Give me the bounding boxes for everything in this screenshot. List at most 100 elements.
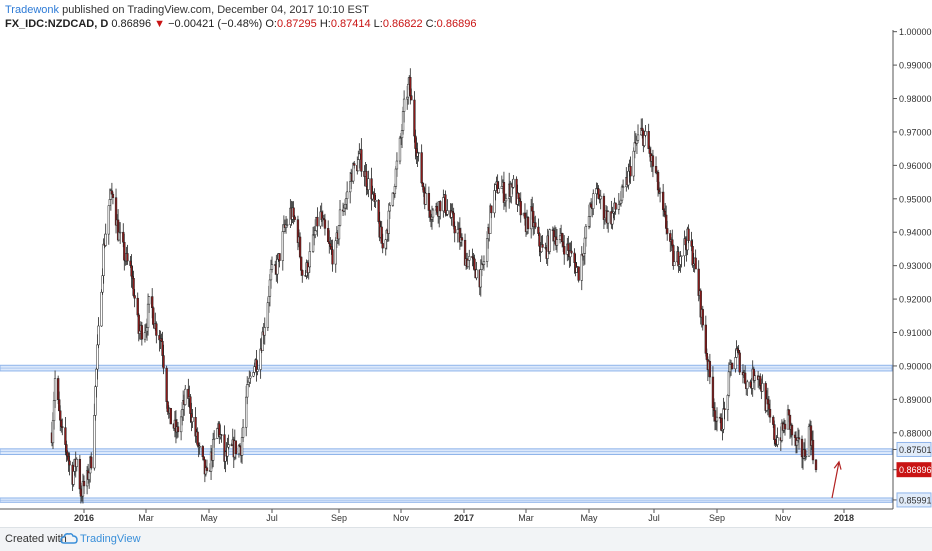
- candle-453: [708, 353, 712, 385]
- candle-308: [497, 180, 500, 194]
- candle-body: [111, 193, 115, 198]
- candle-body: [285, 224, 289, 226]
- candle-body: [526, 217, 530, 230]
- candle-30: [94, 384, 97, 421]
- x-tick-label-7: Mar: [518, 513, 534, 523]
- candle-body: [737, 349, 740, 354]
- candle-279: [456, 221, 459, 243]
- author-link[interactable]: Tradewonk: [5, 4, 60, 16]
- candle-body: [743, 372, 747, 384]
- candle-body: [563, 246, 566, 255]
- candle-194: [334, 237, 337, 273]
- candle-body: [548, 229, 551, 252]
- annotations: [831, 460, 842, 499]
- candle-260: [428, 209, 432, 222]
- candle-body: [102, 243, 105, 276]
- candle-body: [599, 195, 602, 200]
- candle-body: [268, 279, 272, 297]
- candle-348: [555, 228, 559, 253]
- candle-body: [234, 440, 238, 455]
- candle-body: [395, 160, 399, 170]
- candle-523: [811, 430, 815, 465]
- candle-198: [338, 200, 342, 227]
- candle-body: [337, 225, 341, 240]
- arrow-head-0: [833, 460, 842, 470]
- candle-body: [146, 303, 150, 328]
- candle-body: [687, 228, 690, 241]
- low-label: L:: [373, 18, 383, 30]
- candle-body: [627, 170, 630, 186]
- candle-357: [569, 242, 572, 267]
- candle-268: [439, 200, 442, 220]
- candle-body: [567, 243, 570, 251]
- candle-body: [367, 178, 370, 190]
- candlestick-chart[interactable]: 1.00000 0.99000 0.98000 0.97000 0.96000 0.950…: [0, 0, 932, 527]
- y-tick-label-4: 0.96000: [899, 161, 932, 171]
- candle-28: [90, 452, 93, 470]
- candle-body: [327, 228, 330, 242]
- candle-body: [479, 269, 482, 288]
- created-with-text: Created with: [5, 533, 67, 545]
- candle-376: [597, 185, 600, 199]
- candle-body: [783, 423, 787, 430]
- symbol-legend: FX_IDC:NZDCAD, D 0.86896 ▼ −0.00421 (−0.…: [5, 17, 476, 31]
- candle-body: [500, 186, 503, 189]
- candle-body: [560, 233, 564, 243]
- price-axis[interactable]: 1.00000 0.99000 0.98000 0.97000 0.96000 0.950…: [893, 27, 932, 508]
- time-axis[interactable]: 2016 Mar May Jul Sep Nov 2017 Mar May Jul Sep Nov 20…: [74, 509, 854, 523]
- candle-38: [104, 223, 107, 247]
- candle-body: [421, 182, 424, 187]
- candle-488: [761, 374, 764, 392]
- candle-283: [460, 233, 464, 247]
- candle-body: [493, 190, 496, 214]
- candle-body: [427, 192, 431, 211]
- candle-138: [249, 371, 252, 384]
- candle-body: [597, 188, 600, 199]
- candle-body: [722, 408, 725, 430]
- candle-body: [673, 261, 676, 266]
- candle-body: [246, 384, 249, 398]
- candle-178: [308, 242, 311, 273]
- y-tick-label-14: 0.86896: [899, 465, 932, 475]
- candle-body: [169, 408, 172, 425]
- candle-171: [298, 232, 302, 259]
- symbol-name[interactable]: FX_IDC:NZDCAD, D: [5, 18, 109, 30]
- candle-body: [523, 212, 527, 219]
- tradingview-cloud-icon[interactable]: [60, 532, 78, 546]
- candle-body: [353, 163, 356, 166]
- tradingview-brand-link[interactable]: TradingView: [80, 533, 141, 545]
- candle-body: [241, 426, 245, 438]
- candle-body: [620, 186, 624, 201]
- candle-113: [213, 430, 216, 448]
- candle-body: [259, 348, 262, 370]
- candle-body: [708, 361, 712, 378]
- candle-462: [722, 397, 725, 434]
- candle-body: [537, 226, 540, 234]
- candle-body: [776, 437, 779, 445]
- candle-body: [240, 437, 244, 456]
- candle-101: [196, 427, 199, 448]
- candle-208: [353, 160, 356, 169]
- candle-body: [64, 427, 67, 445]
- candle-body: [129, 260, 132, 266]
- candle-189: [327, 220, 330, 243]
- candle-body: [143, 332, 147, 340]
- candle-body: [726, 395, 729, 410]
- candle-body: [331, 249, 334, 265]
- candle-448: [701, 305, 704, 331]
- candle-body: [444, 194, 447, 213]
- candle-378: [599, 189, 602, 210]
- candle-body: [196, 431, 199, 446]
- candle-body: [123, 241, 126, 261]
- candle-body: [629, 166, 632, 177]
- candle-323: [519, 192, 522, 223]
- level-badge-15: [896, 492, 932, 508]
- candle-body: [589, 203, 593, 208]
- candle-body: [100, 291, 103, 327]
- x-tick-label-9: Jul: [648, 513, 660, 523]
- candle-body: [446, 210, 449, 215]
- candle-body: [96, 344, 99, 370]
- candle-44: [114, 188, 118, 234]
- candle-524: [814, 458, 818, 473]
- candle-374: [595, 182, 598, 206]
